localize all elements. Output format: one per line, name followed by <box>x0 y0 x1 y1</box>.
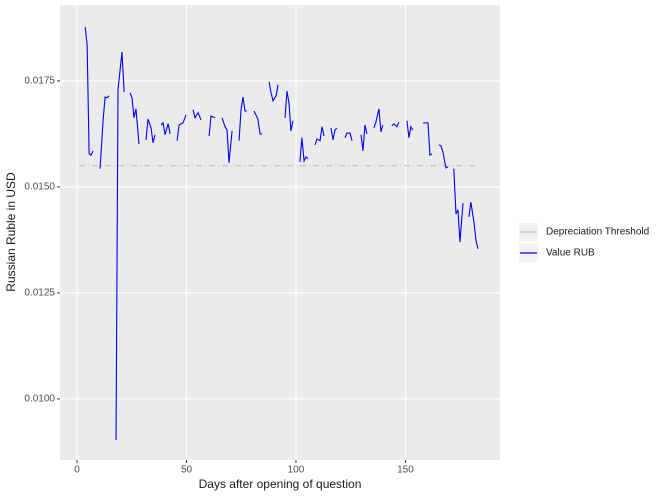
panel <box>60 5 500 460</box>
legend-label: Value RUB <box>546 248 595 259</box>
x-tick-label: 0 <box>74 465 80 476</box>
legend-label: Depreciation Threshold <box>546 227 649 238</box>
x-tick-label: 50 <box>181 465 193 476</box>
y-tick-label: 0.0175 <box>24 76 55 87</box>
x-tick-label: 100 <box>288 465 305 476</box>
y-tick-label: 0.0150 <box>24 182 55 193</box>
series-line <box>84 26 479 441</box>
y-axis-title: Russian Ruble in USD <box>4 172 18 292</box>
y-tick-label: 0.0100 <box>24 394 55 405</box>
x-tick-label: 150 <box>397 465 414 476</box>
y-tick-label: 0.0125 <box>24 288 55 299</box>
x-axis-title: Days after opening of question <box>199 477 362 491</box>
